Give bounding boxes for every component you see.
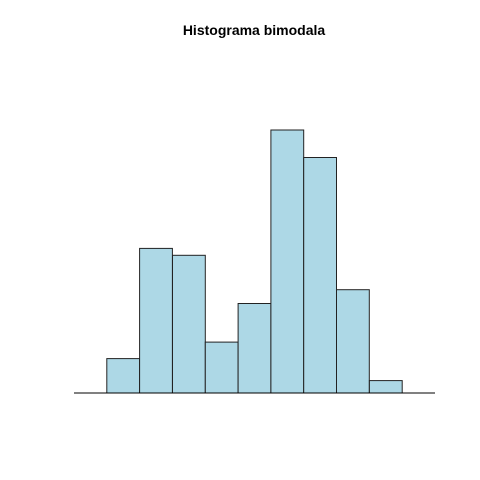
histogram-bar-2	[139, 247, 173, 394]
histogram-bar-9	[368, 380, 403, 394]
histogram-bar-1	[106, 358, 141, 394]
histogram-bar-5	[237, 303, 272, 394]
histogram-bars	[106, 129, 403, 394]
chart-title: Histograma bimodala	[183, 22, 326, 38]
histogram-bar-6	[270, 129, 305, 394]
histogram-bar-7	[303, 157, 338, 394]
histogram-bar-4	[204, 341, 239, 394]
histogram-bar-8	[336, 289, 370, 394]
histogram-bar-3	[172, 254, 206, 394]
